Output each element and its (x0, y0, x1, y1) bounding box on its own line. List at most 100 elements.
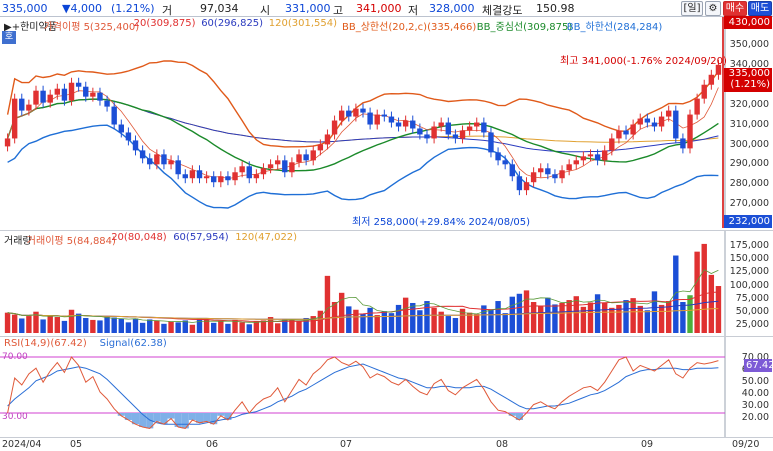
candle-body (147, 158, 153, 165)
price-legend-item[interactable]: 60(296,825) (201, 18, 264, 29)
volume-bar (211, 322, 217, 333)
volume-bar (203, 319, 210, 333)
x-axis-label: 2024/04 (2, 439, 42, 450)
candle-body (218, 176, 224, 183)
candle-body (132, 140, 139, 151)
volume-legend-item[interactable]: 20(80,048) (111, 232, 167, 243)
volume-bar (104, 316, 110, 333)
volume-tick-label: 175,000 (729, 240, 769, 251)
x-axis: 2024/04 05 06 07 08 09 09/20 (0, 437, 773, 451)
sell-button[interactable]: 매도 (748, 1, 772, 16)
price-legend-item[interactable]: BB_중심선(309,875) (476, 22, 573, 33)
volume-legend-item[interactable]: 거래이평 5(84,884) (26, 236, 116, 247)
candle-body (68, 82, 75, 101)
price-chart[interactable] (0, 17, 773, 228)
rsi-legend-item[interactable]: Signal(62.38) (99, 338, 167, 349)
volume-bar (502, 313, 508, 333)
rsi-panel[interactable]: RSI(14,9)(67.42) Signal(62.38) 70.00 30.0… (0, 336, 773, 438)
volume-bar (289, 319, 295, 333)
rsi-chart[interactable] (0, 337, 773, 438)
candle-body (125, 132, 132, 141)
candle-body (196, 170, 203, 179)
candle-body (658, 116, 665, 127)
volume-legend-item[interactable]: 120(47,022) (235, 232, 298, 243)
candle-body (168, 160, 174, 165)
rsi-tick-label: 50.00 (741, 376, 769, 387)
candle-body (54, 88, 61, 95)
volume-bar (680, 302, 686, 333)
quote-badge[interactable]: 호 (2, 31, 16, 44)
open-value: 331,000 (285, 2, 331, 15)
candle-body (310, 150, 316, 161)
candle-body (680, 138, 686, 149)
buy-button[interactable]: 매수 (723, 1, 747, 16)
volume-bar (90, 319, 96, 333)
volume-bar (402, 297, 409, 333)
volume-bar (395, 304, 402, 333)
volume-bar (623, 300, 629, 333)
price-legend-item[interactable]: BB_상한선(20,2,c)(335,466) (342, 22, 477, 33)
volume-legend-item[interactable]: 거래량 (4, 236, 32, 247)
rsi-legend-item[interactable]: RSI(14,9)(67.42) (4, 338, 87, 349)
rsi-tick-label: 40.00 (741, 388, 769, 399)
candle-body (687, 114, 693, 149)
candle-body (474, 122, 480, 127)
rsi-oversold-fill (188, 413, 196, 420)
price-legend-item[interactable]: ▶+한미약품 (4, 22, 57, 33)
candle-body (75, 82, 82, 87)
price-legend-item[interactable]: 가격이평 5(325,400) (43, 22, 140, 33)
candle-body (232, 172, 238, 181)
candle-body (239, 166, 245, 173)
candle-body (246, 166, 252, 179)
volume-bar (594, 294, 601, 333)
candle-body (530, 172, 537, 183)
low-annotation: 최저 258,000(+29.84% 2024/08/05) (352, 217, 531, 228)
volume-panel[interactable]: 거래량 거래이평 5(84,884) 20(80,048) 60(57,954) 120… (0, 230, 773, 337)
volume-bar (687, 295, 693, 333)
candle-body (111, 106, 117, 125)
volume-bar (125, 322, 132, 333)
volume-bar (4, 312, 11, 333)
volume-chart[interactable] (0, 231, 773, 337)
rsi-oversold-fill (167, 413, 175, 419)
candle-body (26, 104, 32, 111)
change-rate: (1.21%) (111, 2, 155, 15)
volume-bar (274, 323, 281, 333)
volume-ma120-line (7, 308, 719, 320)
volume-bar (381, 311, 388, 333)
strength-value: 150.98 (536, 2, 575, 15)
volume-tick-label: 125,000 (729, 266, 769, 278)
candle-body (289, 162, 295, 173)
candle-body (303, 154, 309, 161)
price-tick-label: 270,000 (729, 198, 769, 210)
settings-gear-icon[interactable]: ⚙ (705, 1, 721, 16)
price-panel[interactable]: ▶+한미약품 가격이평 5(325,400) 20(309,875) 60(296,8… (0, 16, 773, 229)
price-legend-item[interactable]: 20(309,875) (133, 18, 196, 29)
candle-body (715, 64, 722, 75)
candle-body (388, 116, 395, 123)
volume-bar (40, 319, 46, 333)
volume-bar (225, 323, 231, 333)
candle-body (466, 126, 473, 131)
price-legend-item[interactable]: BB_하한선(284,284) (566, 22, 663, 33)
rsi-oversold-fill (174, 413, 182, 427)
volume-bar (637, 305, 643, 333)
x-axis-label: 08 (496, 439, 509, 450)
candle-body (90, 92, 96, 97)
candle-body (552, 174, 558, 179)
candle-body (40, 90, 46, 103)
candle-body (360, 108, 366, 113)
volume-bar (367, 307, 373, 333)
rsi-tick-label: 70.00 (741, 352, 769, 363)
volume-bar (19, 318, 25, 333)
volume-bar (587, 302, 594, 333)
volume-legend-item[interactable]: 60(57,954) (173, 232, 229, 243)
price-tick-label: 290,000 (729, 158, 769, 170)
candle-body (616, 130, 622, 139)
volume-bar (97, 320, 103, 333)
period-button[interactable]: [일] (681, 1, 703, 16)
volume-tick-label: 75,000 (735, 292, 769, 304)
bottom-price-chip: 232,000 (724, 215, 772, 228)
rsi-signal-line (7, 363, 719, 425)
price-legend-item[interactable]: 120(301,554) (268, 18, 338, 29)
